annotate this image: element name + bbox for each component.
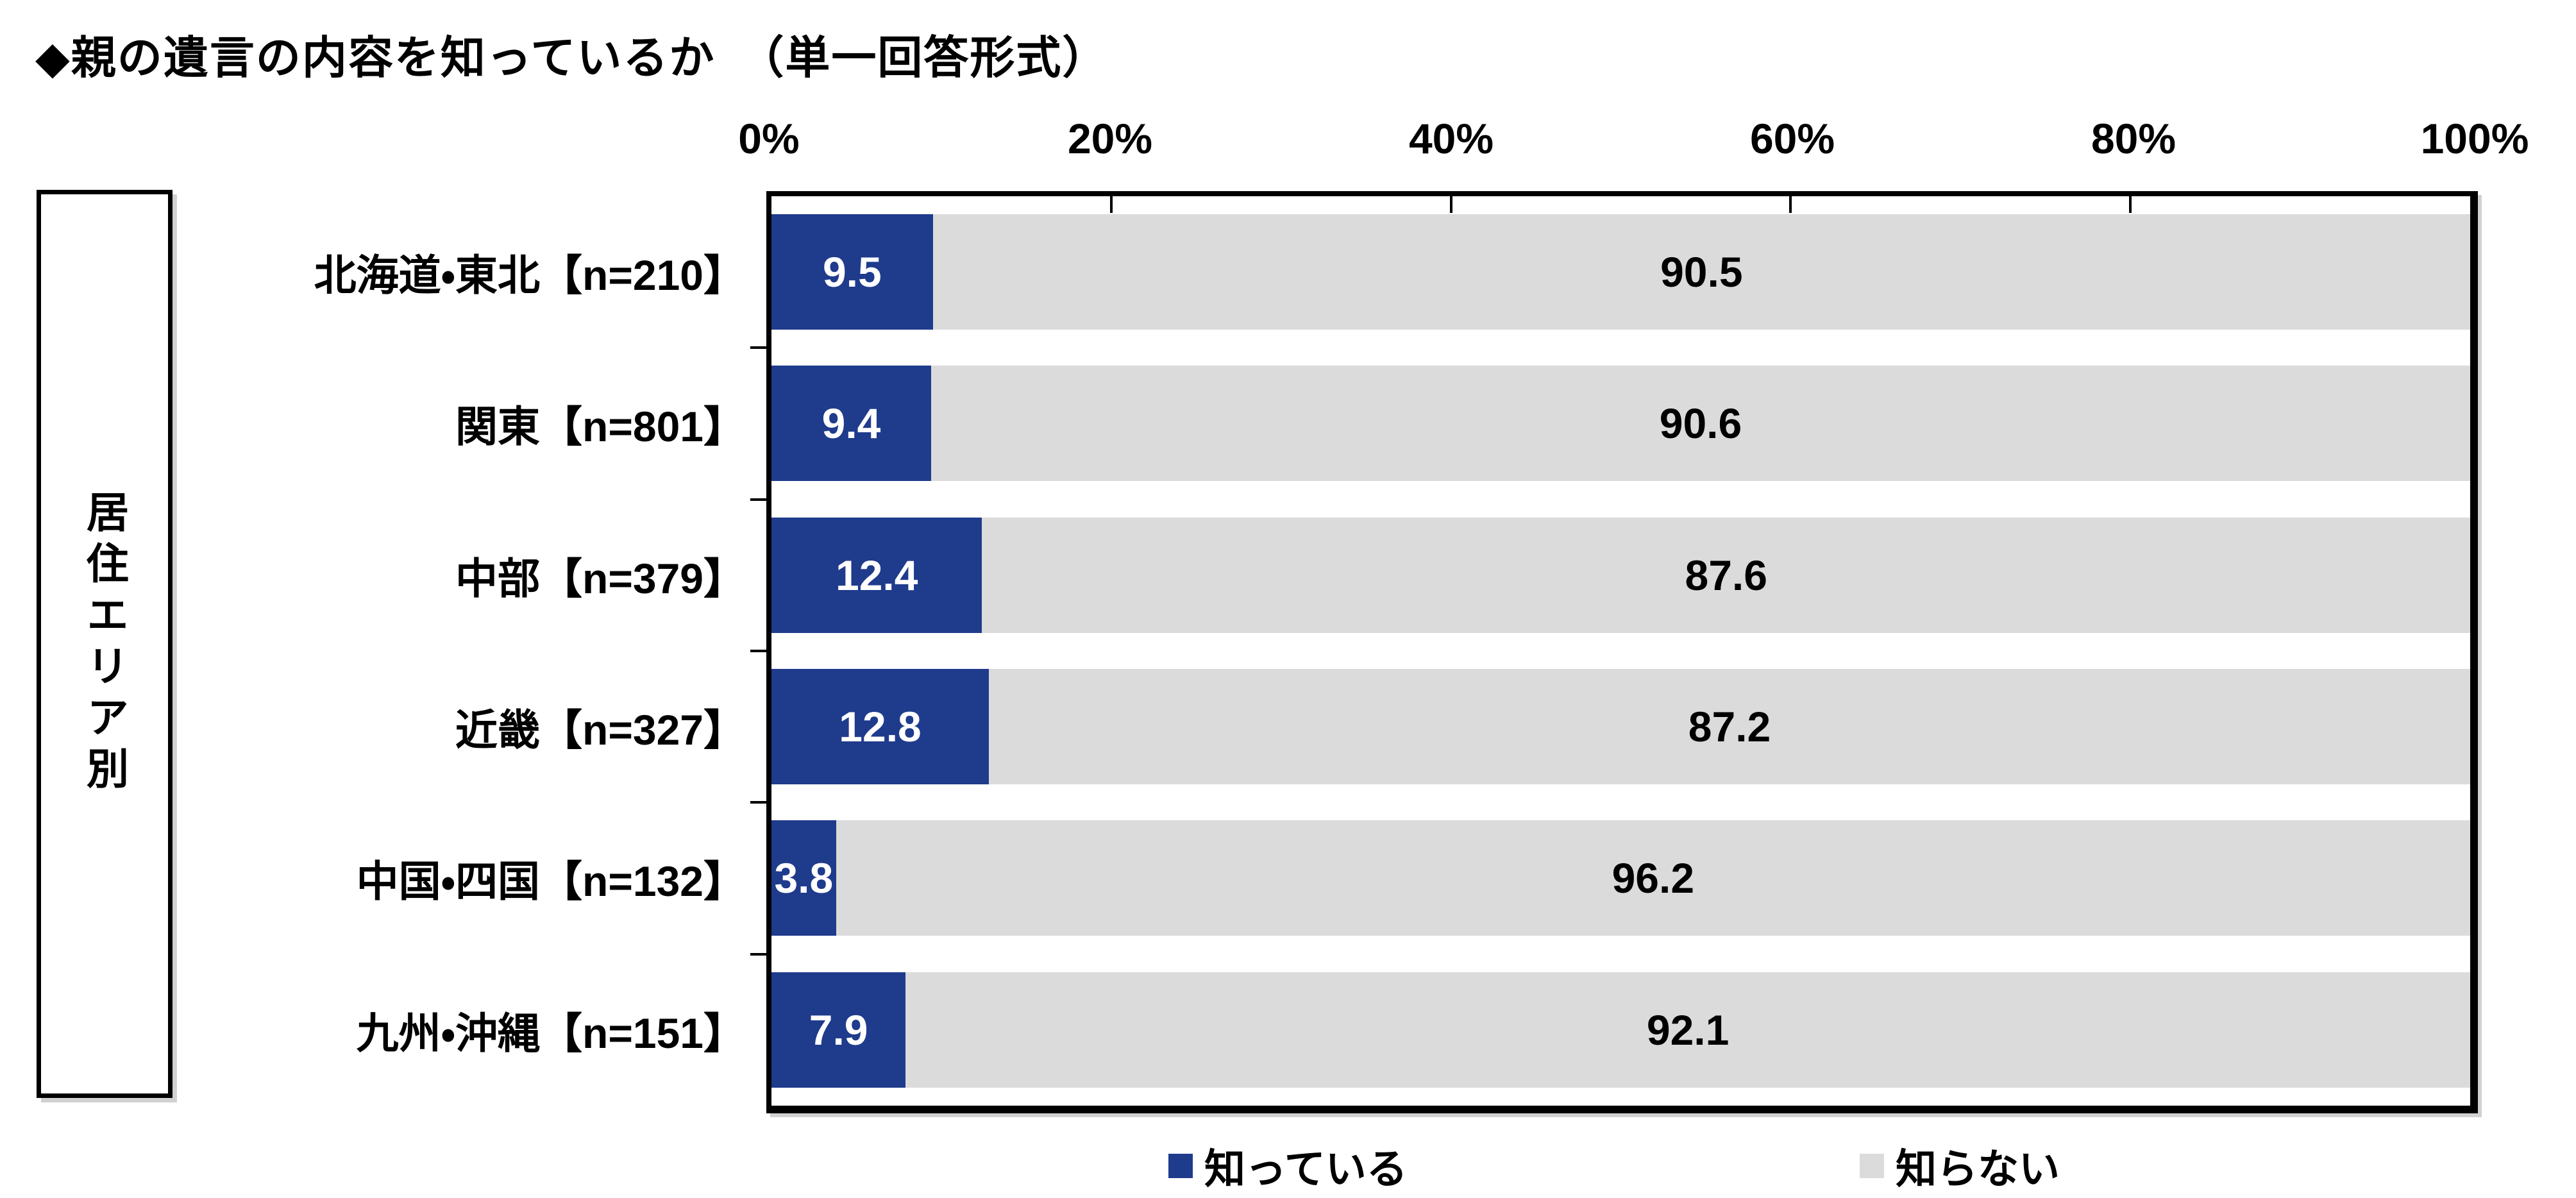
plot-area: 9.5 90.5 9.4 90.6 12.4: [750, 191, 2478, 1113]
bar-segment-dontknow: 87.6: [982, 517, 2470, 633]
bar-value-dontknow: 90.6: [1659, 400, 1742, 448]
category-labels: 北海道・東北【n=210】 関東【n=801】 中部【n=379】 近畿【n=3…: [180, 196, 746, 1106]
bar-segment-dontknow: 92.1: [905, 972, 2470, 1088]
category-label: 中国・四国【n=132】: [356, 857, 746, 906]
bar-row: 7.9 92.1: [771, 954, 2470, 1106]
bar-value-know: 9.4: [821, 400, 881, 448]
bar-segment-know: 7.9: [771, 972, 906, 1088]
legend-item-dontknow: 知らない: [1860, 1136, 2060, 1195]
category-label: 関東【n=801】: [455, 403, 746, 451]
category-label: 中部【n=379】: [455, 554, 746, 602]
x-axis-tick-label: 100%: [2420, 115, 2529, 162]
bar-value-know: 7.9: [809, 1006, 868, 1054]
category-label: 九州・沖縄【n=151】: [356, 1009, 746, 1057]
x-axis-tick-mark: [1449, 196, 1452, 213]
legend-label-know: 知っている: [1204, 1146, 1408, 1192]
bar-row: 3.8 96.2: [771, 802, 2470, 954]
bar-value-know: 12.8: [839, 703, 922, 751]
legend-swatch-dontknow: [1860, 1154, 1884, 1178]
bar-value-dontknow: 96.2: [1612, 854, 1695, 902]
bar-value-dontknow: 90.5: [1660, 248, 1743, 296]
chart-title: ◆親の遺言の内容を知っているか （単一回答形式）: [35, 33, 1109, 83]
bar-segment-dontknow: 90.6: [931, 366, 2470, 482]
legend-swatch-know: [1168, 1154, 1193, 1178]
legend-label-dontknow: 知らない: [1896, 1146, 2060, 1192]
x-axis-tick-label: 0%: [738, 115, 800, 162]
x-axis-tick-label: 20%: [1067, 115, 1153, 162]
bar-segment-know: 12.8: [771, 669, 989, 785]
x-axis-tick-label: 60%: [1749, 115, 1835, 162]
bar-value-know: 9.5: [822, 248, 882, 296]
bar-row: 12.4 87.6: [771, 500, 2470, 651]
bar-segment-know: 9.4: [771, 366, 931, 482]
bar-segment-dontknow: 87.2: [989, 669, 2470, 785]
category-label: 北海道・東北【n=210】: [314, 251, 746, 300]
bar-value-know: 12.4: [836, 551, 918, 599]
x-axis-tick-label: 80%: [2091, 115, 2176, 162]
x-axis-tick-mark: [1109, 196, 1113, 213]
group-axis-label: 居住エリア別: [81, 490, 128, 798]
y-axis-tick-mark: [750, 346, 766, 349]
legend-item-know: 知っている: [1168, 1136, 1408, 1195]
bar-value-dontknow: 87.2: [1688, 703, 1771, 751]
bar-segment-know: 3.8: [771, 820, 836, 936]
bar-segment-dontknow: 90.5: [932, 214, 2470, 330]
x-axis-tick-mark: [1789, 196, 1792, 213]
bar-rows: 9.5 90.5 9.4 90.6 12.4: [771, 196, 2470, 1106]
bar-value-dontknow: 87.6: [1685, 551, 1767, 599]
bar-segment-know: 9.5: [771, 214, 933, 330]
bar-row: 9.5 90.5: [771, 196, 2470, 348]
y-axis-tick-mark: [750, 801, 766, 804]
bar-row: 12.8 87.2: [771, 651, 2470, 802]
y-axis-tick-mark: [750, 953, 766, 956]
y-axis-tick-mark: [750, 650, 766, 652]
x-axis-tick-mark: [2129, 196, 2132, 213]
bar-value-know: 3.8: [774, 854, 834, 902]
bar-segment-know: 12.4: [771, 517, 982, 633]
group-axis-label-box: 居住エリア別: [37, 190, 173, 1098]
category-label: 近畿【n=327】: [455, 706, 746, 754]
bar-value-dontknow: 92.1: [1646, 1006, 1730, 1054]
legend: 知っている 知らない: [0, 1136, 2576, 1192]
bar-row: 9.4 90.6: [771, 348, 2470, 499]
y-axis-tick-mark: [750, 498, 766, 501]
x-axis-tick-label: 40%: [1408, 115, 1494, 162]
bar-segment-dontknow: 96.2: [836, 820, 2470, 936]
